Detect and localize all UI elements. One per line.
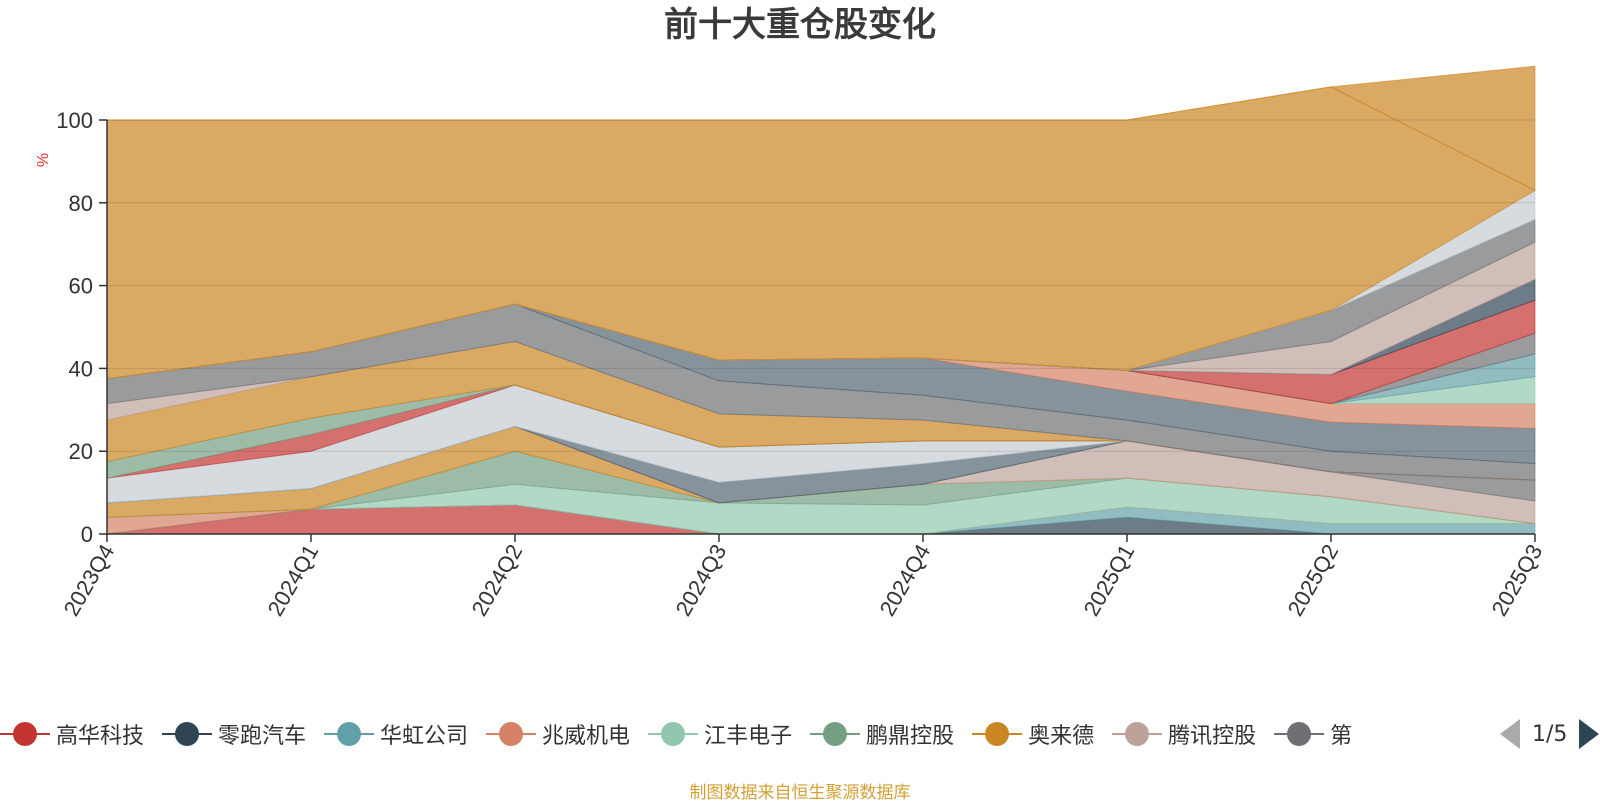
axes (106, 120, 1535, 535)
y-tick-label-0: 0 (81, 522, 93, 547)
x-tick-label-2025Q1: 2025Q1 (1079, 540, 1140, 620)
legend-item-9[interactable]: 第 (1274, 716, 1352, 752)
legend-next-page-button[interactable] (1579, 719, 1600, 749)
legend-marker-icon (648, 720, 699, 748)
legend-marker-icon (972, 720, 1023, 748)
legend-label: 零跑汽车 (218, 724, 307, 749)
y-tick-label-80: 80 (69, 191, 93, 216)
legend-marker-icon (1112, 720, 1163, 748)
y-tick-label-20: 20 (69, 439, 93, 464)
legend-marker-icon (0, 720, 50, 748)
legend-prev-page-button[interactable] (1500, 719, 1520, 749)
area-28[interactable] (107, 65, 1536, 192)
legend-item-3[interactable]: 华虹公司 (324, 716, 468, 752)
x-tick-label-2023Q4: 2023Q4 (59, 540, 120, 620)
legend-pager: 1/5 (1500, 716, 1600, 752)
x-axis-ticks: 2023Q4 2024Q1 2024Q2 2024Q3 2024Q4 2025Q1 2025… (59, 534, 1548, 620)
source-note: 制图数据来自恒生聚源数据库 (689, 783, 911, 803)
legend-label: 第 (1330, 724, 1353, 749)
x-tick-label-2024Q3: 2024Q3 (671, 540, 732, 620)
y-tick-label-100: 100 (56, 108, 93, 133)
x-tick-label-2024Q1: 2024Q1 (263, 540, 324, 620)
legend-marker-icon (486, 720, 537, 748)
legend-marker-icon (1274, 720, 1325, 748)
x-tick-label-2024Q2: 2024Q2 (467, 540, 528, 620)
legend-label: 江丰电子 (704, 724, 793, 749)
legend-marker-icon (324, 720, 375, 748)
y-axis-label: % (35, 153, 52, 167)
legend-marker-icon (810, 720, 861, 748)
legend-item-1[interactable]: 高华科技 (0, 716, 144, 752)
legend-item-6[interactable]: 鹏鼎控股 (810, 716, 954, 752)
legend-label: 鹏鼎控股 (866, 724, 955, 749)
legend-label: 高华科技 (56, 724, 145, 749)
y-axis-ticks: 0 20 40 60 80 100 (56, 108, 107, 547)
legend-item-7[interactable]: 奥来德 (972, 716, 1094, 752)
legend-label: 兆威机电 (542, 724, 631, 749)
legend-marker-icon (162, 720, 213, 748)
y-tick-label-40: 40 (69, 356, 93, 381)
y-tick-label-60: 60 (69, 274, 93, 299)
x-tick-label-2025Q3: 2025Q3 (1487, 540, 1548, 620)
gridlines (107, 119, 1535, 452)
legend-label: 腾讯控股 (1168, 724, 1257, 749)
area-series-group (106, 65, 1537, 535)
legend-item-2[interactable]: 零跑汽车 (162, 716, 306, 752)
x-tick-label-2024Q4: 2024Q4 (875, 540, 936, 620)
legend: 高华科技 零跑汽车 华虹公司 兆威机电 江丰电子 鹏鼎控股 奥来德 腾讯控股 第 (0, 716, 1470, 752)
legend-item-5[interactable]: 江丰电子 (648, 716, 792, 752)
legend-item-8[interactable]: 腾讯控股 (1112, 716, 1256, 752)
legend-label: 奥来德 (1028, 724, 1095, 749)
x-tick-label-2025Q2: 2025Q2 (1283, 540, 1344, 620)
legend-page-indicator: 1/5 (1532, 721, 1568, 747)
legend-item-4[interactable]: 兆威机电 (486, 716, 630, 752)
chart-title: 前十大重仓股变化 (664, 5, 936, 45)
legend-label: 华虹公司 (380, 724, 469, 749)
